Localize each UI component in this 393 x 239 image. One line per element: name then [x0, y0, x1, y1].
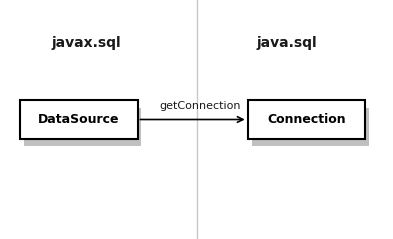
Text: javax.sql: javax.sql: [51, 36, 121, 50]
Text: getConnection: getConnection: [160, 101, 241, 111]
Bar: [20, 100, 138, 139]
Bar: [252, 108, 369, 146]
Text: java.sql: java.sql: [257, 36, 317, 50]
Text: DataSource: DataSource: [38, 113, 119, 126]
Text: Connection: Connection: [267, 113, 346, 126]
Bar: [24, 108, 141, 146]
Bar: [248, 100, 365, 139]
